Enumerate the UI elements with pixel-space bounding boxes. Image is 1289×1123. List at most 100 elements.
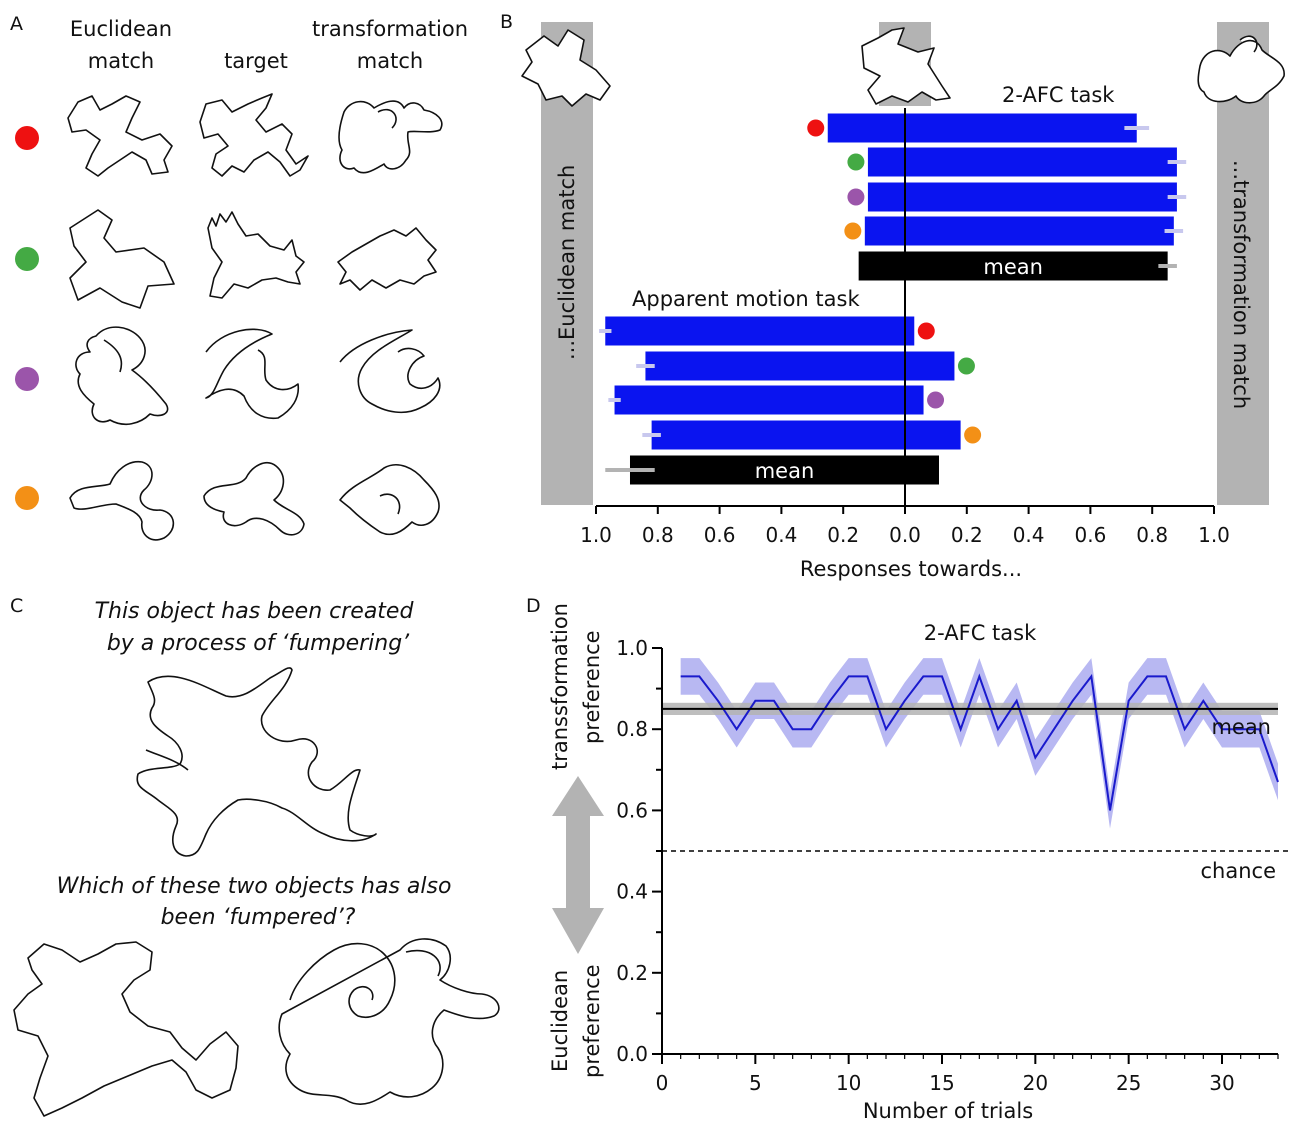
choice-transformation-shape xyxy=(278,938,500,1105)
y-tick-label-d: 0.8 xyxy=(616,717,648,741)
ylabel-top-line-1: transsformation xyxy=(548,603,572,770)
shape-transformation-4 xyxy=(339,464,440,536)
x-tick-label-d: 20 xyxy=(1023,1071,1048,1095)
target-thumbnail xyxy=(861,27,951,105)
x-tick-label-b: 0.2 xyxy=(951,523,983,547)
line-confidence-band xyxy=(680,658,1278,829)
fumpered-example-shape xyxy=(136,667,377,857)
col-header-euclidean-1: Euclidean xyxy=(70,17,172,41)
panel-d: D 2-AFC task transsformation preference … xyxy=(526,595,1289,1123)
bar-afc-2 xyxy=(867,147,1177,177)
x-tick-label-d: 5 xyxy=(749,1071,762,1095)
x-tick-label-b: 0.6 xyxy=(1074,523,1106,547)
bar-motion-1 xyxy=(605,316,915,346)
question-line-4: been ‘fumpered’? xyxy=(161,905,356,930)
mean-label-d: mean xyxy=(1211,715,1271,739)
shape-euclidean-1 xyxy=(67,95,173,177)
series-line xyxy=(680,673,1279,811)
condition-dot xyxy=(917,322,935,340)
panel-c: C This object has been created by a proc… xyxy=(10,595,500,1117)
x-tick-label-d: 10 xyxy=(836,1071,861,1095)
x-axis-b: 1.0 0.8 0.6 0.4 0.2 0.0 0.2 0.4 0.6 0.8 1.0 xyxy=(580,505,1230,547)
x-axis-title-b: Responses towards... xyxy=(800,557,1022,581)
y-tick-label-d: 0.2 xyxy=(616,961,648,985)
row-dot-red xyxy=(15,126,39,150)
panel-a: A Euclidean match target transformation … xyxy=(10,13,468,541)
x-tick-label-b: 1.0 xyxy=(580,523,612,547)
panel-c-letter: C xyxy=(10,595,23,617)
x-tick-label-b: 0.8 xyxy=(1136,523,1168,547)
x-tick-label-d: 0 xyxy=(656,1071,669,1095)
panel-b-letter: B xyxy=(500,11,513,33)
shape-transformation-3 xyxy=(339,329,441,414)
row-dot-green xyxy=(15,247,39,271)
y-tick-label-d: 0.4 xyxy=(616,880,648,904)
shape-target-4 xyxy=(203,462,305,536)
x-tick-label-b: 0.4 xyxy=(1013,523,1045,547)
x-tick-label-b: 0.6 xyxy=(704,523,736,547)
chart-title-d: 2-AFC task xyxy=(924,621,1037,645)
ylabel-top-line-2: preference xyxy=(580,630,604,744)
shape-transformation-2 xyxy=(337,227,437,291)
mean-bar-label: mean xyxy=(983,255,1043,279)
bar-motion-4 xyxy=(651,420,961,450)
shape-euclidean-4 xyxy=(69,460,175,541)
col-header-euclidean-2: match xyxy=(88,49,154,73)
shape-target-1 xyxy=(199,93,309,177)
bar-motion-2 xyxy=(645,351,955,381)
x-tick-label-b: 0.4 xyxy=(765,523,797,547)
transformation-thumbnail xyxy=(1197,35,1285,104)
choice-euclidean-shape xyxy=(13,941,239,1117)
x-tick-label-b: 0.8 xyxy=(642,523,674,547)
ylabel-bottom-line-1: Euclidean xyxy=(548,970,572,1072)
bar-afc-3 xyxy=(867,182,1177,212)
condition-dot xyxy=(957,357,975,375)
y-tick-label-d: 1.0 xyxy=(616,636,648,660)
x-tick-label-d: 30 xyxy=(1209,1071,1234,1095)
condition-dot xyxy=(807,119,825,137)
x-tick-label-d: 25 xyxy=(1116,1071,1141,1095)
shape-target-2 xyxy=(207,211,305,299)
bar-chart-b: mean mean xyxy=(599,108,1187,506)
apparent-motion-task-label: Apparent motion task xyxy=(632,287,860,311)
line-chart-d: mean chance 0.0 0.2 0.4 0.6 0.8 1.0 0 5 10 15 20 25 30 xyxy=(616,636,1289,1095)
x-tick-label-b: 1.0 xyxy=(1198,523,1230,547)
question-line-3: Which of these two objects has also xyxy=(57,874,452,899)
shape-target-3 xyxy=(205,328,300,420)
mean-bar-afc xyxy=(858,251,1168,281)
euclidean-side-band xyxy=(541,22,593,505)
question-line-2: by a process of ‘fumpering’ xyxy=(107,631,410,656)
bar-afc-1 xyxy=(827,113,1137,143)
chance-label-d: chance xyxy=(1201,859,1277,883)
y-tick-label-d: 0.0 xyxy=(616,1042,648,1066)
shape-transformation-1 xyxy=(338,100,443,174)
bar-afc-4 xyxy=(864,216,1174,246)
mean-bar-motion xyxy=(629,455,939,485)
panel-b: B ...Euclidean match ...transformation m… xyxy=(500,11,1285,581)
condition-dot xyxy=(964,426,982,444)
condition-dot xyxy=(844,222,862,240)
col-header-transformation-1: transformation xyxy=(312,17,468,41)
shape-euclidean-2 xyxy=(69,209,175,309)
x-tick-label-b: 0.2 xyxy=(827,523,859,547)
x-axis-title-d: Number of trials xyxy=(863,1099,1033,1123)
afc-task-label: 2-AFC task xyxy=(1002,83,1115,107)
condition-dot xyxy=(927,391,945,409)
col-header-transformation-2: match xyxy=(357,49,423,73)
row-dot-orange xyxy=(15,486,39,510)
col-header-target: target xyxy=(224,49,288,73)
double-arrow-icon xyxy=(552,776,604,954)
question-line-1: This object has been created xyxy=(95,599,415,624)
row-dot-purple xyxy=(15,367,39,391)
bar-motion-3 xyxy=(614,385,924,415)
shape-euclidean-3 xyxy=(75,326,169,426)
panel-d-letter: D xyxy=(526,595,541,617)
ylabel-bottom-line-2: preference xyxy=(580,964,604,1078)
x-tick-label-b: 0.0 xyxy=(889,523,921,547)
panel-a-letter: A xyxy=(10,13,23,35)
euclidean-match-label: ...Euclidean match xyxy=(555,165,579,360)
transformation-match-label: ...transformation match xyxy=(1229,160,1253,409)
y-tick-label-d: 0.6 xyxy=(616,798,648,822)
condition-dot xyxy=(847,153,865,171)
